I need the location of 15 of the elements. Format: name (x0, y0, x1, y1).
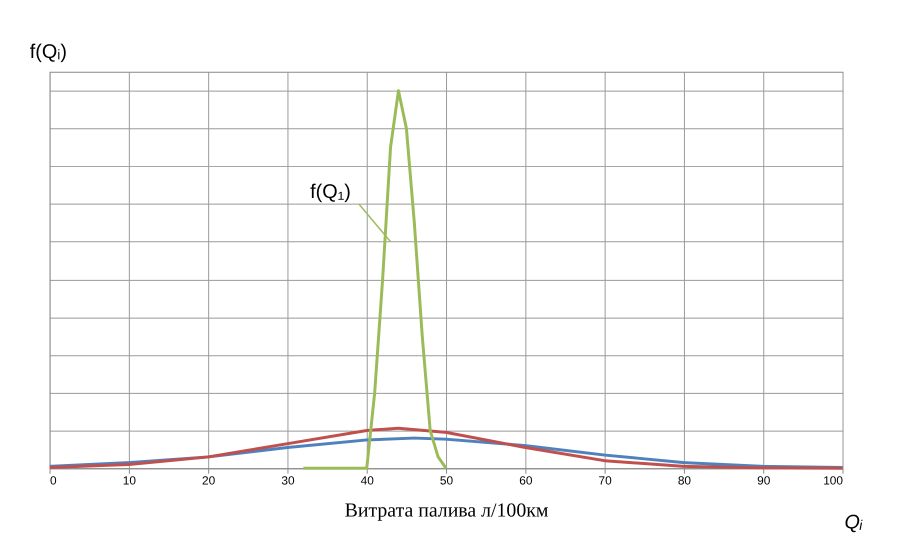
x-tick-label: 80 (678, 474, 692, 488)
x-tick-label: 0 (50, 474, 58, 488)
x-tick-label: 60 (519, 474, 533, 488)
y-axis-title: f(Qᵢ) (30, 40, 67, 63)
text: Qᵢ (844, 512, 863, 534)
x-tick-label: 70 (598, 474, 612, 488)
x-tick-label: 30 (281, 474, 295, 488)
x-tick-label: 10 (122, 474, 136, 488)
x-tick-label: 50 (440, 474, 454, 488)
x-axis-title: Витрата палива л/100км (344, 499, 549, 522)
x-tick-label: 90 (757, 474, 771, 488)
x-tick-label: 100 (823, 474, 844, 488)
x-tick-label: 20 (202, 474, 216, 488)
x-tick-label: 40 (360, 474, 374, 488)
annotation: f(Q₁) (310, 181, 351, 204)
